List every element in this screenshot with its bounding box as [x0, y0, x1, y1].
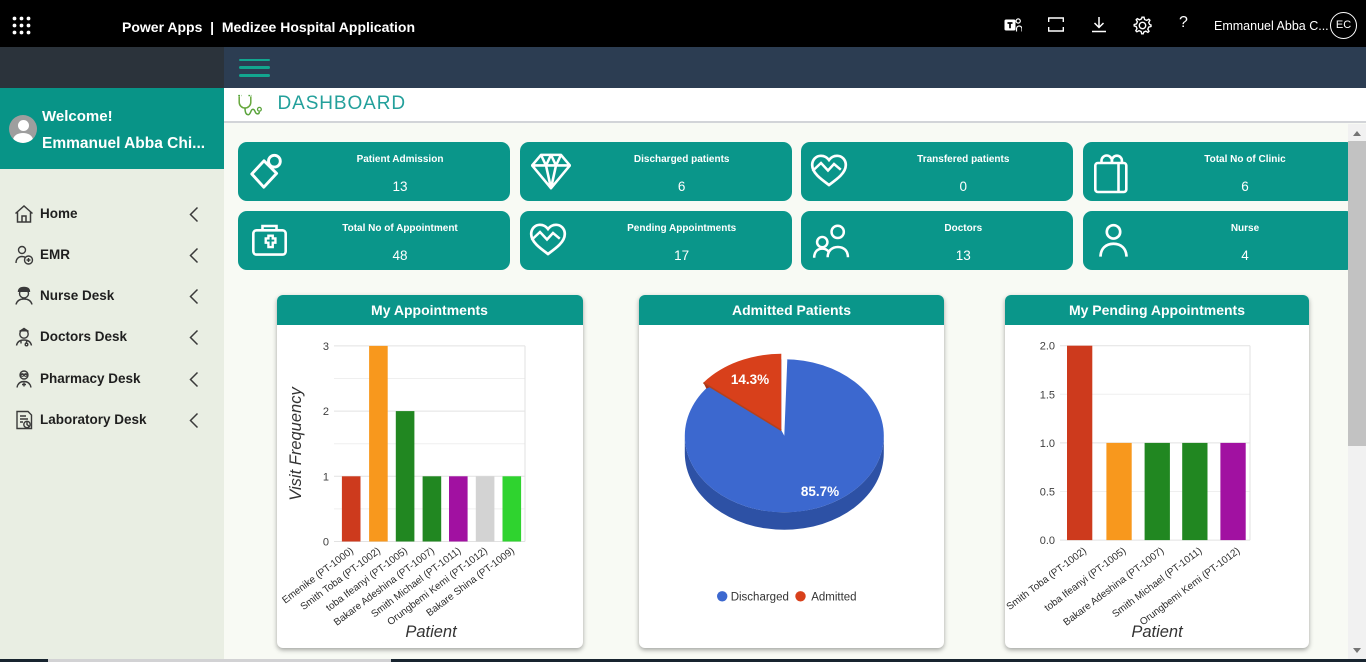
- svg-text:Visit Frequency: Visit Frequency: [287, 385, 305, 500]
- svg-text:1.0: 1.0: [1040, 437, 1055, 449]
- svg-text:2: 2: [322, 406, 328, 418]
- svg-text:Patient: Patient: [1131, 623, 1184, 641]
- svg-text:85.7%: 85.7%: [801, 484, 839, 499]
- svg-text:0.0: 0.0: [1040, 535, 1055, 547]
- svg-text:1: 1: [322, 471, 328, 483]
- svg-text:Discharged: Discharged: [731, 591, 789, 603]
- svg-text:2.0: 2.0: [1040, 340, 1055, 352]
- svg-text:Patient: Patient: [405, 623, 458, 641]
- svg-text:0: 0: [322, 536, 328, 548]
- svg-text:Admitted: Admitted: [811, 591, 856, 603]
- svg-text:14.3%: 14.3%: [731, 372, 769, 387]
- svg-text:0.5: 0.5: [1040, 486, 1055, 498]
- svg-text:1.5: 1.5: [1040, 389, 1055, 401]
- svg-text:3: 3: [322, 340, 328, 352]
